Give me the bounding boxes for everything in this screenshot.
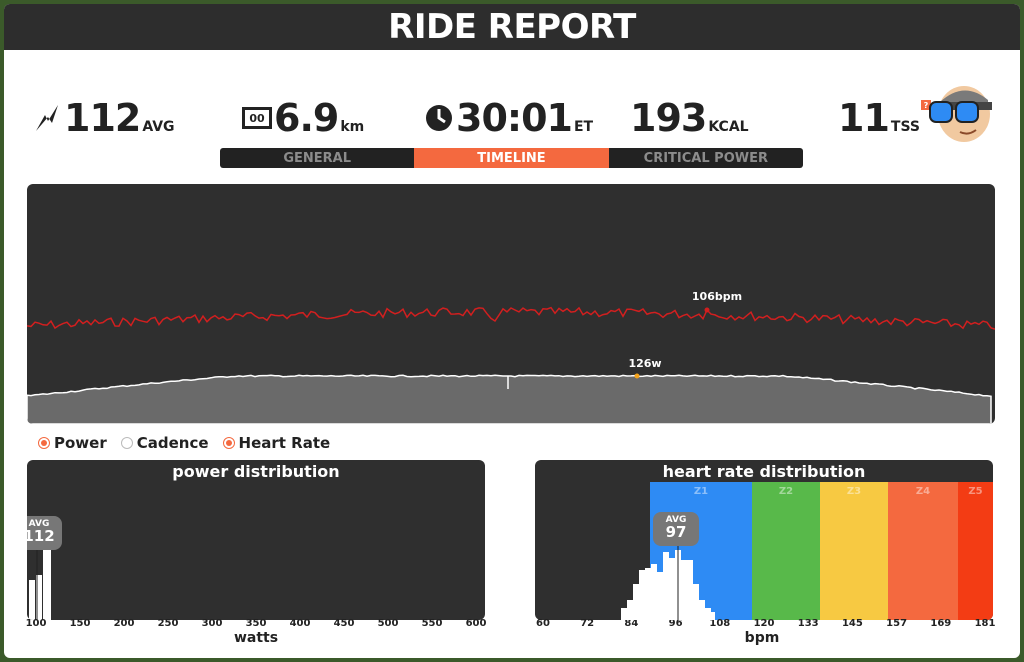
- x-tick-label: 84: [624, 618, 639, 629]
- x-tick-label: 60: [536, 618, 550, 629]
- stat-tss: 11 TSS ?: [838, 96, 931, 140]
- hr-peak-marker: [704, 307, 710, 313]
- x-tick-label: 450: [333, 618, 355, 629]
- x-tick-label: 550: [421, 618, 443, 629]
- hr-distribution-title: heart rate distribution: [662, 462, 866, 481]
- timeline-svg: 106bpm 126w: [27, 290, 995, 424]
- hr-distribution-bars: [621, 544, 715, 620]
- tab-critical-power[interactable]: CRITICAL POWER: [608, 148, 803, 168]
- stat-calories-value: 193: [630, 96, 707, 140]
- power-distribution-title: power distribution: [172, 462, 340, 481]
- power-bar: [29, 580, 35, 620]
- hr-avg-label: AVG: [665, 515, 687, 525]
- power-bar: [43, 540, 51, 620]
- stat-time-unit: ET: [573, 119, 594, 135]
- power-peak-label: 126w: [628, 357, 661, 370]
- x-tick-label: 157: [886, 618, 908, 629]
- heart-rate-toggle[interactable]: [222, 437, 235, 449]
- x-tick-label: 400: [289, 618, 311, 629]
- power-distribution-chart: power distribution AVG 112: [27, 460, 485, 620]
- stat-calories: 193 KCAL: [630, 96, 749, 140]
- lightning-icon: [36, 105, 58, 131]
- power-bar: [36, 575, 42, 620]
- x-tick-label: 96: [668, 618, 683, 629]
- hr-zone-z4: Z4: [888, 482, 958, 620]
- x-tick-label: 100: [25, 618, 47, 629]
- stat-calories-unit: KCAL: [708, 119, 749, 135]
- heart-rate-line: [27, 306, 995, 330]
- x-tick-label: 169: [930, 618, 952, 629]
- hr-zones: Z1 Z2 Z3 Z4 Z5: [650, 482, 993, 620]
- x-tick-label: 600: [465, 618, 487, 629]
- power-peak-marker: [634, 373, 640, 379]
- power-area: [27, 374, 992, 424]
- hr-distribution-chart: heart rate distribution Z1 Z2 Z3 Z4 Z5 AVG 9…: [535, 460, 993, 620]
- stat-tss-unit: TSS: [890, 119, 920, 135]
- stat-time: 30:01 ET: [424, 96, 593, 140]
- power-avg-value: 112: [27, 527, 55, 545]
- tab-timeline[interactable]: TIMELINE: [414, 148, 609, 168]
- legend-heart-rate[interactable]: Heart Rate: [222, 434, 331, 452]
- power-x-label: watts: [233, 630, 279, 646]
- page-title: RIDE REPORT: [388, 7, 636, 47]
- report-tabs: GENERAL TIMELINE CRITICAL POWER: [220, 148, 803, 168]
- stat-distance-unit: km: [340, 119, 365, 135]
- legend-cadence[interactable]: Cadence: [120, 434, 209, 452]
- x-tick-label: 300: [201, 618, 223, 629]
- stat-power-unit: AVG: [142, 119, 175, 135]
- hr-avg-value: 97: [665, 523, 687, 541]
- x-tick-label: 133: [797, 618, 819, 629]
- hr-histogram: [621, 550, 715, 620]
- legend-cadence-label: Cadence: [136, 434, 209, 452]
- hr-zone-z5: Z5: [958, 482, 993, 620]
- hr-avg-badge: AVG 97: [653, 512, 699, 546]
- x-tick-label: 200: [113, 618, 135, 629]
- hr-peak-label: 106bpm: [692, 290, 742, 303]
- stat-time-value: 30:01: [456, 96, 573, 140]
- x-tick-label: 145: [841, 618, 863, 629]
- hr-zone-z3: Z3: [820, 482, 888, 620]
- legend-heart-rate-label: Heart Rate: [238, 434, 331, 452]
- x-tick-label: 72: [580, 618, 595, 629]
- stat-tss-value: 11: [838, 96, 890, 140]
- ride-report-window: RIDE REPORT 112 AVG 00 6.9 km 30:01 ET 1…: [4, 4, 1020, 658]
- x-tick-label: 350: [245, 618, 267, 629]
- power-avg-label: AVG: [28, 519, 50, 529]
- hr-zone-z2: Z2: [752, 482, 820, 620]
- timeline-chart: 106bpm 126w: [27, 184, 995, 424]
- legend-power[interactable]: Power: [38, 434, 107, 452]
- power-distribution-bars: [29, 540, 51, 620]
- stat-distance-value: 6.9: [274, 96, 339, 140]
- timeline-legend: Power Cadence Heart Rate: [38, 434, 330, 452]
- cadence-toggle[interactable]: [120, 437, 133, 449]
- power-toggle[interactable]: [38, 437, 50, 449]
- stat-power-value: 112: [64, 96, 141, 140]
- tab-general[interactable]: GENERAL: [220, 148, 415, 168]
- stat-distance: 00 6.9 km: [242, 96, 364, 140]
- title-bar: RIDE REPORT: [4, 4, 1020, 50]
- power-avg-badge: AVG 112: [27, 516, 62, 550]
- tss-help-icon[interactable]: ?: [920, 100, 931, 110]
- hr-x-label: bpm: [744, 630, 780, 646]
- clock-icon: [426, 105, 452, 131]
- x-tick-label: 500: [377, 618, 399, 629]
- x-tick-label: 120: [753, 618, 775, 629]
- avatar: [929, 86, 992, 142]
- x-tick-label: 181: [974, 618, 996, 629]
- x-tick-label: 150: [69, 618, 91, 629]
- legend-power-label: Power: [54, 434, 107, 452]
- odometer-icon: 00: [242, 107, 272, 129]
- x-tick-label: 108: [709, 618, 731, 629]
- x-tick-label: 250: [157, 618, 179, 629]
- stat-power: 112 AVG: [32, 96, 175, 140]
